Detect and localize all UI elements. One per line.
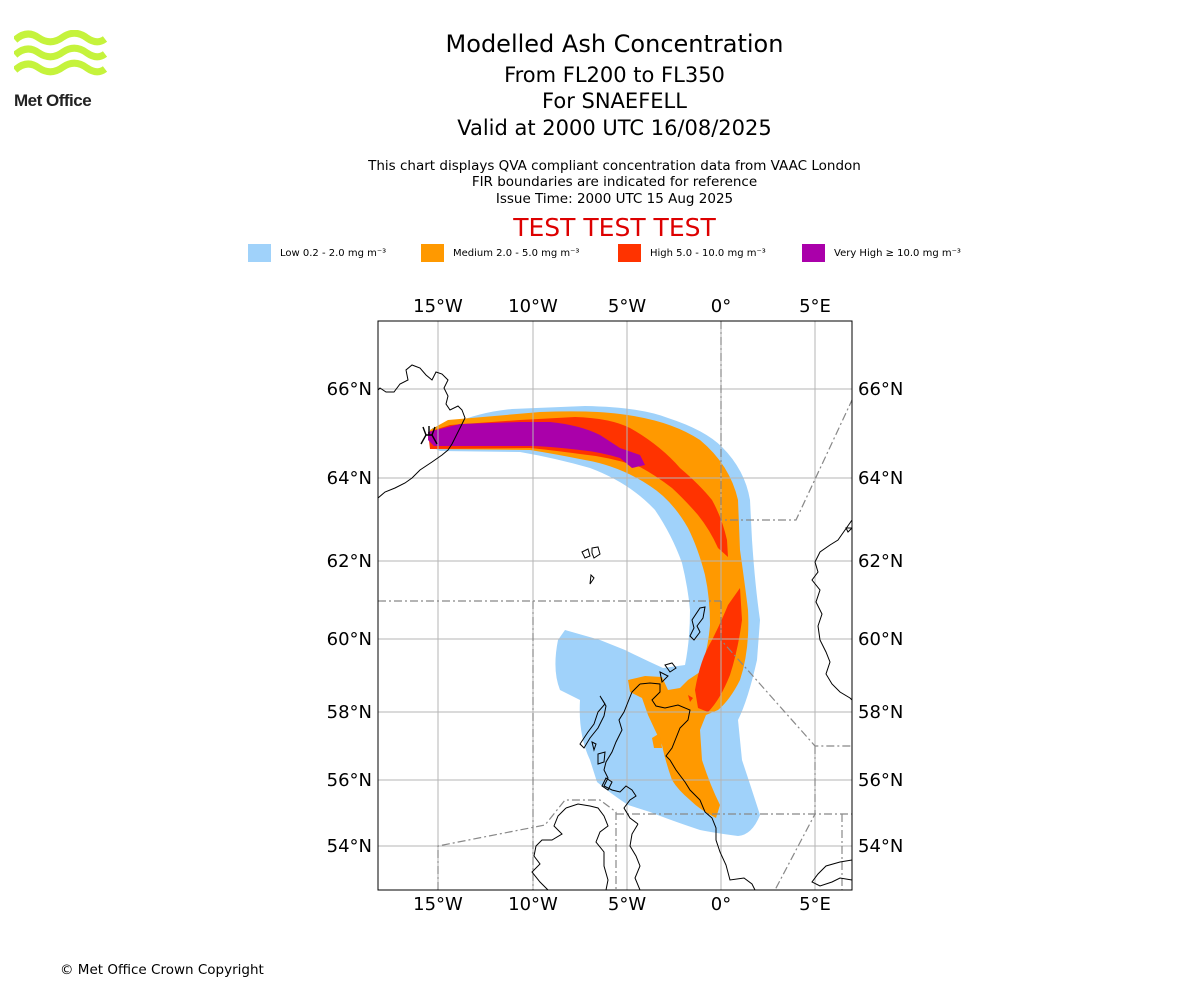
concentration-legend: Low 0.2 - 2.0 mg m⁻³ Medium 2.0 - 5.0 mg… — [0, 243, 1200, 265]
lon-label-5e-bottom: 5°E — [799, 894, 831, 915]
graticule — [378, 321, 852, 890]
lat-label-64n-left: 64°N — [327, 468, 372, 489]
lat-label-66n-left: 66°N — [327, 379, 372, 400]
validity-time: Valid at 2000 UTC 16/08/2025 — [457, 116, 772, 140]
lon-label-10w-top: 10°W — [508, 296, 558, 317]
lat-label-58n-left: 58°N — [327, 702, 372, 723]
legend-swatch-high — [618, 244, 641, 262]
ash-high-region — [428, 417, 742, 712]
lon-labels-bottom: 15°W 10°W 5°W 0° 5°E — [413, 894, 831, 915]
lat-label-54n-right: 54°N — [858, 836, 903, 857]
lat-label-64n-right: 64°N — [858, 468, 903, 489]
fir-note: FIR boundaries are indicated for referen… — [471, 174, 758, 190]
ash-medium-region — [430, 411, 749, 818]
lon-label-5w-bottom: 5°W — [608, 894, 646, 915]
fir-boundaries — [378, 321, 852, 890]
lon-label-0-bottom: 0° — [711, 894, 731, 915]
met-office-logo: Met Office — [12, 29, 109, 112]
legend-swatch-very-high — [802, 244, 825, 262]
lon-label-5w-top: 5°W — [608, 296, 646, 317]
legend-label-low: Low 0.2 - 2.0 mg m⁻³ — [280, 247, 387, 259]
lat-labels-right: 66°N 64°N 62°N 60°N 58°N 56°N 54°N — [858, 379, 903, 857]
lon-labels-top: 15°W 10°W 5°W 0° 5°E — [413, 296, 831, 317]
legend-swatch-medium — [421, 244, 444, 262]
volcano-name: For SNAEFELL — [542, 89, 687, 113]
lat-label-62n-left: 62°N — [327, 551, 372, 572]
lat-label-58n-right: 58°N — [858, 702, 903, 723]
met-office-wordmark: Met Office — [14, 91, 92, 110]
met-office-waves-icon — [12, 29, 108, 76]
chart-title: Modelled Ash Concentration — [445, 30, 784, 58]
lat-label-66n-right: 66°N — [858, 379, 903, 400]
map-frame — [377, 320, 853, 891]
legend-label-high: High 5.0 - 10.0 mg m⁻³ — [650, 247, 766, 259]
issue-time: Issue Time: 2000 UTC 15 Aug 2025 — [495, 191, 734, 207]
legend-item-medium: Medium 2.0 - 5.0 mg m⁻³ — [421, 243, 579, 263]
legend-item-very-high: Very High ≥ 10.0 mg m⁻³ — [802, 243, 961, 263]
ash-very-high-region — [428, 422, 645, 468]
lat-label-56n-left: 56°N — [327, 770, 372, 791]
lat-label-60n-left: 60°N — [327, 629, 372, 650]
legend-item-high: High 5.0 - 10.0 mg m⁻³ — [618, 243, 766, 263]
lon-label-15w-bottom: 15°W — [413, 894, 463, 915]
lon-label-15w-top: 15°W — [413, 296, 463, 317]
copyright-notice: © Met Office Crown Copyright — [60, 962, 264, 978]
lat-labels-left: 66°N 64°N 62°N 60°N 58°N 56°N 54°N — [327, 379, 372, 857]
lat-label-62n-right: 62°N — [858, 551, 903, 572]
legend-label-medium: Medium 2.0 - 5.0 mg m⁻³ — [453, 247, 580, 259]
lon-label-0-top: 0° — [711, 296, 731, 317]
test-banner: TEST TEST TEST — [513, 213, 716, 242]
legend-item-low: Low 0.2 - 2.0 mg m⁻³ — [248, 243, 386, 263]
volcano-icon — [420, 426, 438, 445]
lon-label-10w-bottom: 10°W — [508, 894, 558, 915]
compliance-note: This chart displays QVA compliant concen… — [368, 158, 861, 174]
lat-label-60n-right: 60°N — [858, 629, 903, 650]
lat-label-54n-left: 54°N — [327, 836, 372, 857]
ash-map: 15°W 10°W 5°W 0° 5°E 15°W 10°W 5°W 0° 5°… — [327, 296, 904, 915]
flight-level-range: From FL200 to FL350 — [504, 63, 725, 87]
lat-label-56n-right: 56°N — [858, 770, 903, 791]
lon-label-5e-top: 5°E — [799, 296, 831, 317]
coastlines — [378, 364, 852, 890]
legend-label-very-high: Very High ≥ 10.0 mg m⁻³ — [834, 247, 961, 259]
legend-swatch-low — [248, 244, 271, 262]
